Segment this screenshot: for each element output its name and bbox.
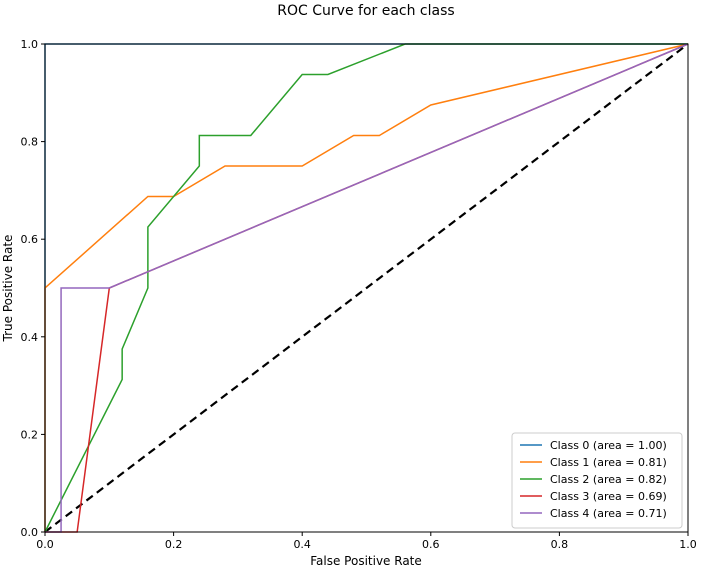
y-tick-label: 1.0 [21,38,39,51]
series-line-class-1 [44,43,689,532]
y-tick-label: 0.4 [21,331,39,344]
legend-label-class-3: Class 3 (area = 0.69) [550,490,667,503]
legend-label-class-4: Class 4 (area = 0.71) [550,507,667,520]
legend: Class 0 (area = 1.00) Class 1 (area = 0.8… [511,432,683,529]
y-tick-label: 0.6 [21,233,39,246]
plot-area: 0.0 0.2 0.4 0.6 0.8 1.0 0.0 0.2 0.4 0.6 0.8 1.0 [21,38,697,551]
y-axis-label: True Positive Rate [1,235,15,343]
x-tick-label: 0.8 [551,538,569,551]
x-tick-label: 0.2 [165,538,183,551]
reference-diagonal-line [44,43,689,533]
series-line-class-2 [44,43,688,533]
y-tick-label: 0.8 [21,136,39,149]
legend-label-class-1: Class 1 (area = 0.81) [550,456,667,469]
legend-label-class-2: Class 2 (area = 0.82) [550,473,667,486]
y-tick-label: 0.0 [21,526,39,539]
x-tick-label: 1.0 [679,538,697,551]
x-axis-label: False Positive Rate [310,554,422,568]
chart-title: ROC Curve for each class [277,3,454,19]
y-tick-label: 0.2 [21,428,39,441]
x-tick-label: 0.4 [293,538,311,551]
axes-frame [44,43,689,533]
x-tick-label: 0.6 [422,538,440,551]
legend-box [511,432,683,529]
legend-label-class-0: Class 0 (area = 1.00) [550,439,667,452]
x-tick-label: 0.0 [36,538,54,551]
